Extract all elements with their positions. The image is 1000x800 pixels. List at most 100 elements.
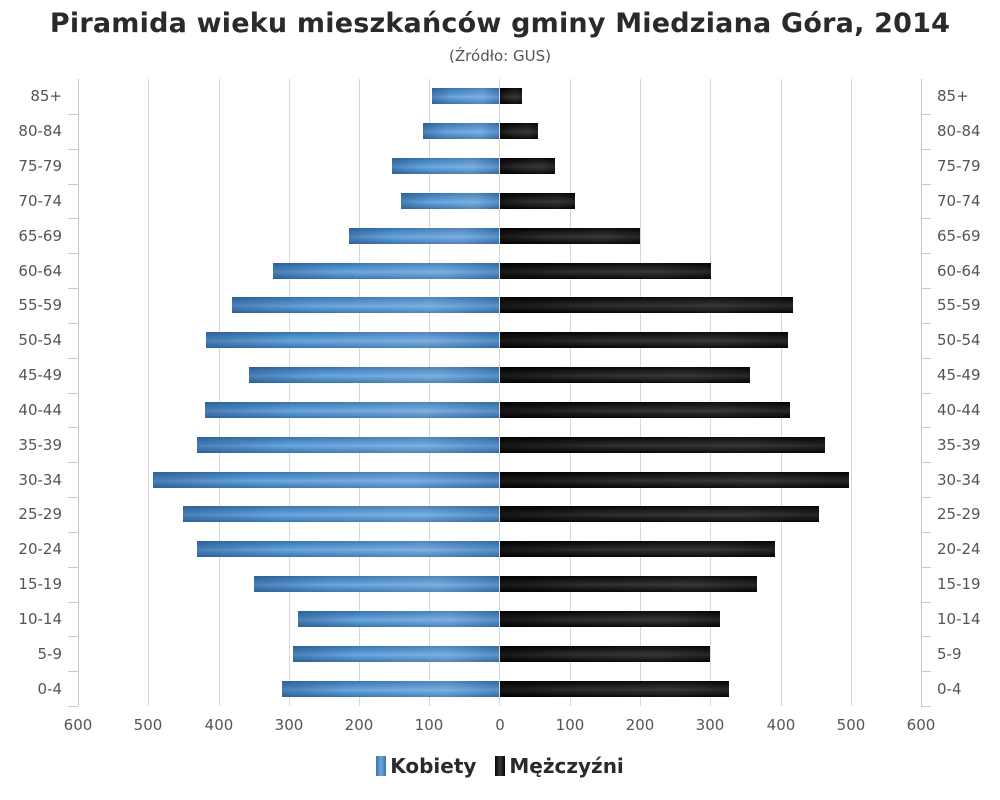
x-axis-label: 100 (414, 716, 444, 734)
bar-female-65-69[interactable] (349, 228, 499, 244)
axis-tick (68, 671, 78, 672)
y-axis-label-right: 40-44 (937, 401, 981, 419)
axis-tick (68, 567, 78, 568)
axis-tick (68, 253, 78, 254)
legend-swatch-female-icon (376, 756, 387, 776)
bar-male-25-29[interactable] (500, 506, 819, 522)
bar-male-60-64[interactable] (500, 263, 711, 279)
axis-tick (68, 149, 78, 150)
axis-tick (921, 114, 931, 115)
bar-female-25-29[interactable] (183, 506, 499, 522)
gridline (781, 79, 782, 706)
axis-tick (921, 149, 931, 150)
bar-male-35-39[interactable] (500, 437, 825, 453)
y-axis-label-right: 20-24 (937, 540, 981, 558)
bar-male-30-34[interactable] (500, 472, 849, 488)
axis-tick (921, 532, 931, 533)
axis-tick (68, 497, 78, 498)
bar-female-60-64[interactable] (273, 263, 499, 279)
gridline (148, 79, 149, 706)
bar-female-70-74[interactable] (401, 193, 499, 209)
x-axis-label: 300 (274, 716, 304, 734)
axis-tick (68, 184, 78, 185)
y-axis-label-right: 0-4 (937, 680, 962, 698)
bar-male-45-49[interactable] (500, 367, 750, 383)
axis-tick (921, 393, 931, 394)
chart-subtitle: (Źródło: GUS) (449, 47, 551, 65)
axis-tick (921, 636, 931, 637)
y-axis-label-left: 55-59 (18, 296, 62, 314)
axis-tick (68, 532, 78, 533)
bar-male-5-9[interactable] (500, 646, 710, 662)
axis-tick (68, 706, 78, 707)
bar-female-20-24[interactable] (197, 541, 499, 557)
gridline (429, 79, 430, 706)
bar-male-85+[interactable] (500, 88, 522, 104)
y-axis-label-left: 60-64 (18, 262, 62, 280)
axis-tick (921, 497, 931, 498)
y-axis-label-left: 5-9 (37, 645, 63, 663)
y-axis-label-left: 35-39 (18, 436, 62, 454)
bar-female-0-4[interactable] (282, 681, 499, 697)
plot-area (68, 79, 931, 707)
bar-male-70-74[interactable] (500, 193, 575, 209)
bar-female-5-9[interactable] (293, 646, 499, 662)
y-axis-label-right: 45-49 (937, 366, 981, 384)
bar-female-75-79[interactable] (392, 158, 499, 174)
y-axis-label-right: 55-59 (937, 296, 981, 314)
bar-male-0-4[interactable] (500, 681, 729, 697)
bar-female-35-39[interactable] (197, 437, 499, 453)
y-axis-label-left: 20-24 (18, 540, 62, 558)
gridline (851, 79, 852, 706)
x-axis-label: 600 (63, 716, 93, 734)
axis-tick (68, 393, 78, 394)
bar-female-40-44[interactable] (205, 402, 499, 418)
bar-female-45-49[interactable] (249, 367, 499, 383)
x-axis-label: 500 (133, 716, 163, 734)
gridline (640, 79, 641, 706)
bar-male-65-69[interactable] (500, 228, 640, 244)
bar-male-80-84[interactable] (500, 123, 538, 139)
bar-female-85+[interactable] (432, 88, 499, 104)
axis-tick (68, 288, 78, 289)
bar-female-10-14[interactable] (298, 611, 499, 627)
y-axis-label-left: 65-69 (18, 227, 62, 245)
axis-tick (68, 323, 78, 324)
axis-tick (68, 218, 78, 219)
bar-male-75-79[interactable] (500, 158, 555, 174)
bar-female-50-54[interactable] (206, 332, 499, 348)
y-axis-label-left: 30-34 (18, 471, 62, 489)
bar-female-30-34[interactable] (153, 472, 499, 488)
y-axis-label-right: 30-34 (937, 471, 981, 489)
bar-female-80-84[interactable] (423, 123, 499, 139)
bar-male-20-24[interactable] (500, 541, 775, 557)
axis-tick (921, 602, 931, 603)
y-axis-label-right: 65-69 (937, 227, 981, 245)
x-axis-label: 400 (204, 716, 234, 734)
bar-female-55-59[interactable] (232, 297, 499, 313)
legend-swatch-male-icon (495, 756, 506, 776)
gridline (359, 79, 360, 706)
bar-male-50-54[interactable] (500, 332, 788, 348)
bar-male-55-59[interactable] (500, 297, 793, 313)
x-axis-label: 400 (766, 716, 796, 734)
bar-female-15-19[interactable] (254, 576, 499, 592)
axis-tick (68, 427, 78, 428)
legend-item-female[interactable]: Kobiety (376, 754, 476, 778)
y-axis-label-left: 0-4 (37, 680, 63, 698)
axis-tick (921, 288, 931, 289)
bar-male-10-14[interactable] (500, 611, 720, 627)
y-axis-label-left: 10-14 (18, 610, 62, 628)
legend-item-male[interactable]: Mężczyźni (495, 754, 624, 778)
axis-tick (921, 706, 931, 707)
bar-male-40-44[interactable] (500, 402, 790, 418)
axis-tick (68, 114, 78, 115)
y-axis-label-right: 35-39 (937, 436, 981, 454)
x-axis-label: 200 (344, 716, 374, 734)
axis-tick (921, 184, 931, 185)
axis-tick (68, 636, 78, 637)
left-axis-line (78, 79, 79, 706)
x-axis-label: 100 (555, 716, 585, 734)
bar-male-15-19[interactable] (500, 576, 757, 592)
y-axis-label-left: 70-74 (18, 192, 62, 210)
